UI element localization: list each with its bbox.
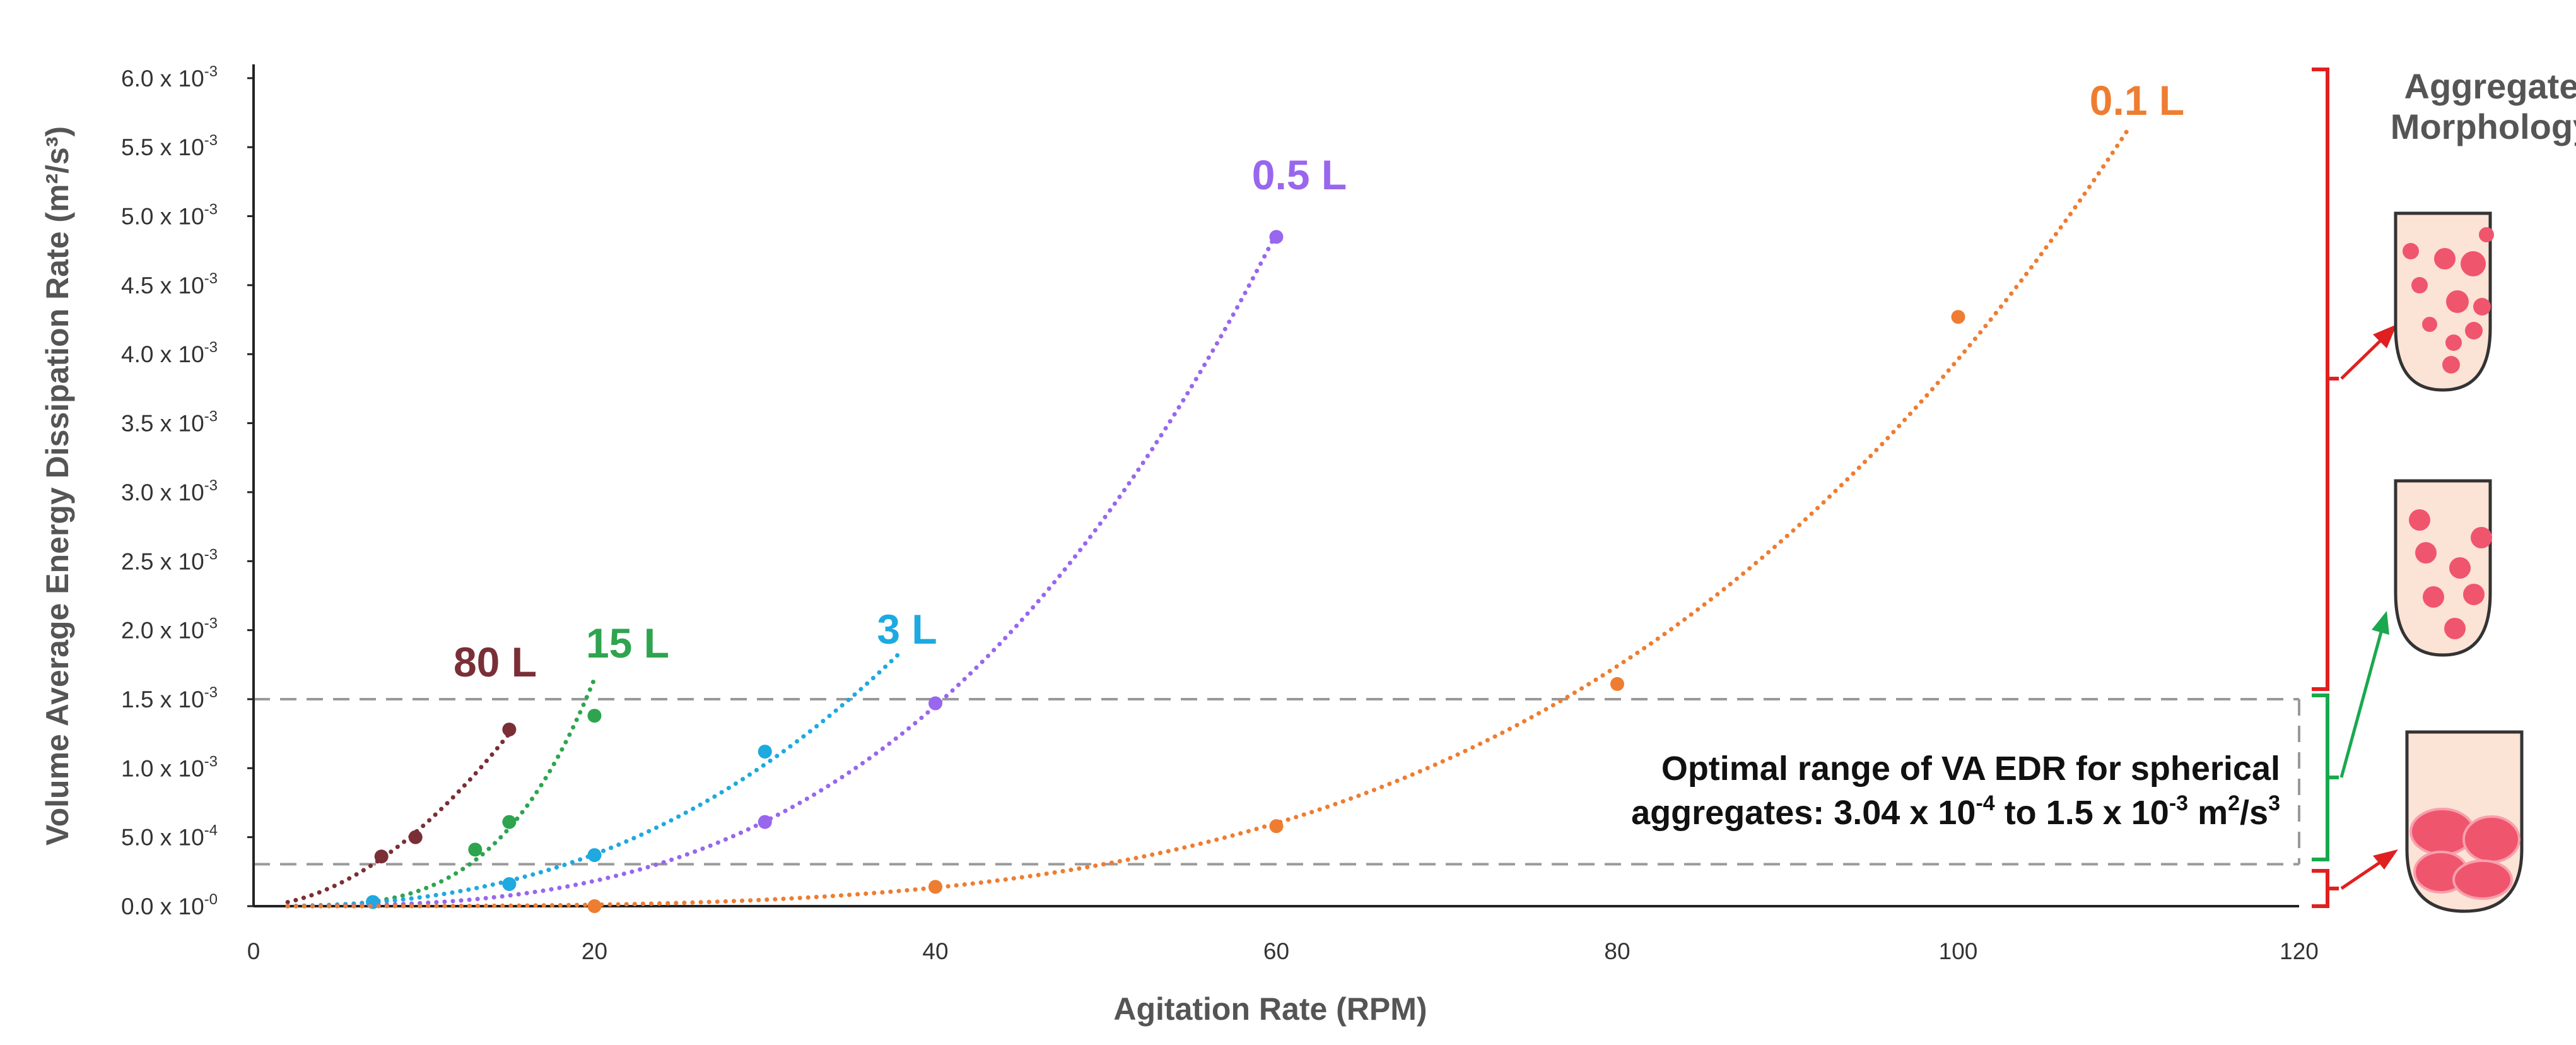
series-label: 80 L (454, 639, 537, 685)
optimal-range-layer (254, 697, 2300, 866)
data-point (928, 880, 942, 894)
range-sup-3: 2 (2228, 791, 2240, 815)
range-sup-2: -3 (2169, 791, 2188, 815)
series-3L: 3 L (285, 606, 937, 909)
data-point (468, 842, 483, 857)
data-point (1269, 819, 1284, 834)
series-01L: 0.1 L (285, 77, 2184, 913)
bracket-mid-green (2312, 694, 2339, 861)
data-point (928, 696, 942, 711)
y-tick-label: 0.0 x 10-0 (121, 891, 218, 919)
data-point (1269, 230, 1284, 244)
morphology-panel: Aggregate Morphology (2312, 66, 2576, 913)
morphology-title-line1: Aggregate (2404, 66, 2576, 106)
data-point (1610, 676, 1624, 691)
x-tick-label: 120 (2280, 938, 2319, 964)
data-point (758, 815, 772, 829)
x-tick-label: 80 (1604, 938, 1630, 964)
y-tick-label: 5.5 x 10-3 (121, 132, 218, 160)
data-point (408, 830, 423, 844)
well-small-aggregates (2394, 211, 2494, 392)
data-point (374, 849, 389, 864)
data-point (587, 848, 602, 863)
y-tick-label: 4.0 x 10-3 (121, 339, 218, 367)
bracket-bottom-red (2312, 869, 2339, 908)
series: 80 L 15 L 3 L 0.5 L 0.1 L (285, 77, 2184, 913)
data-point (502, 723, 517, 737)
morphology-title-line2: Morphology (2391, 107, 2576, 146)
y-tick-label: 2.0 x 10-3 (121, 615, 218, 644)
arrow-bottom (2340, 849, 2398, 890)
range-line2-b: to 1.5 x 10 (1995, 794, 2169, 832)
series-label: 0.1 L (2090, 77, 2184, 124)
data-point (502, 815, 517, 829)
range-sup-1: -4 (1976, 791, 1994, 815)
y-tick-label: 2.5 x 10-3 (121, 546, 218, 574)
x-tick-label: 20 (582, 938, 607, 964)
data-point (1951, 310, 1965, 324)
data-point (502, 877, 517, 892)
data-point (587, 899, 602, 913)
range-line2-c: m (2188, 794, 2228, 832)
series-label: 0.5 L (1252, 151, 1347, 198)
x-tick-label: 100 (1939, 938, 1978, 964)
x-tick-label: 40 (922, 938, 948, 964)
series-label: 3 L (877, 606, 937, 652)
trendline (285, 231, 1279, 909)
x-tick-label: 60 (1263, 938, 1289, 964)
well-spherical-aggregates (2394, 479, 2492, 657)
y-tick-labels: 0.0 x 10-0 5.0 x 10-4 1.0 x 10-3 1.5 x 10-3… (121, 63, 254, 919)
well-fused-aggregates (2405, 730, 2524, 913)
trendline (285, 649, 904, 909)
optimal-range-annotation: Optimal range of VA EDR for spherical ag… (1631, 750, 2280, 832)
x-axis-title: Agitation Rate (RPM) (1113, 991, 1427, 1027)
series-80L: 80 L (285, 639, 537, 905)
series-05L: 0.5 L (285, 151, 1347, 909)
y-tick-label: 3.0 x 10-3 (121, 477, 218, 505)
y-tick-label: 6.0 x 10-3 (121, 63, 218, 92)
series-label: 15 L (586, 620, 669, 666)
x-tick-labels: 0 20 40 60 80 100 120 (247, 938, 2319, 964)
y-tick-label: 5.0 x 10-4 (121, 822, 218, 851)
y-tick-label: 5.0 x 10-3 (121, 201, 218, 230)
trendline (285, 126, 2131, 909)
optimal-range-line1: Optimal range of VA EDR for spherical (1661, 750, 2280, 788)
trendline (285, 731, 512, 905)
y-axis-title: Volume Average Energy Dissipation Rate (… (40, 126, 75, 846)
arrow-mid (2339, 611, 2389, 778)
bracket-top-red (2312, 68, 2339, 691)
range-line2-a: aggregates: 3.04 x 10 (1631, 794, 1976, 832)
arrow-top (2340, 324, 2397, 380)
x-tick-label: 0 (247, 938, 261, 964)
data-point (758, 745, 772, 759)
range-line2-d: /s (2240, 794, 2268, 832)
optimal-range-line2: aggregates: 3.04 x 10-4 to 1.5 x 10-3 m2… (1631, 791, 2280, 832)
data-point (587, 709, 602, 723)
range-sup-4: 3 (2268, 791, 2280, 815)
y-tick-label: 4.5 x 10-3 (121, 270, 218, 298)
y-tick-label: 3.5 x 10-3 (121, 408, 218, 437)
y-tick-label: 1.5 x 10-3 (121, 684, 218, 712)
y-tick-label: 1.0 x 10-3 (121, 753, 218, 781)
